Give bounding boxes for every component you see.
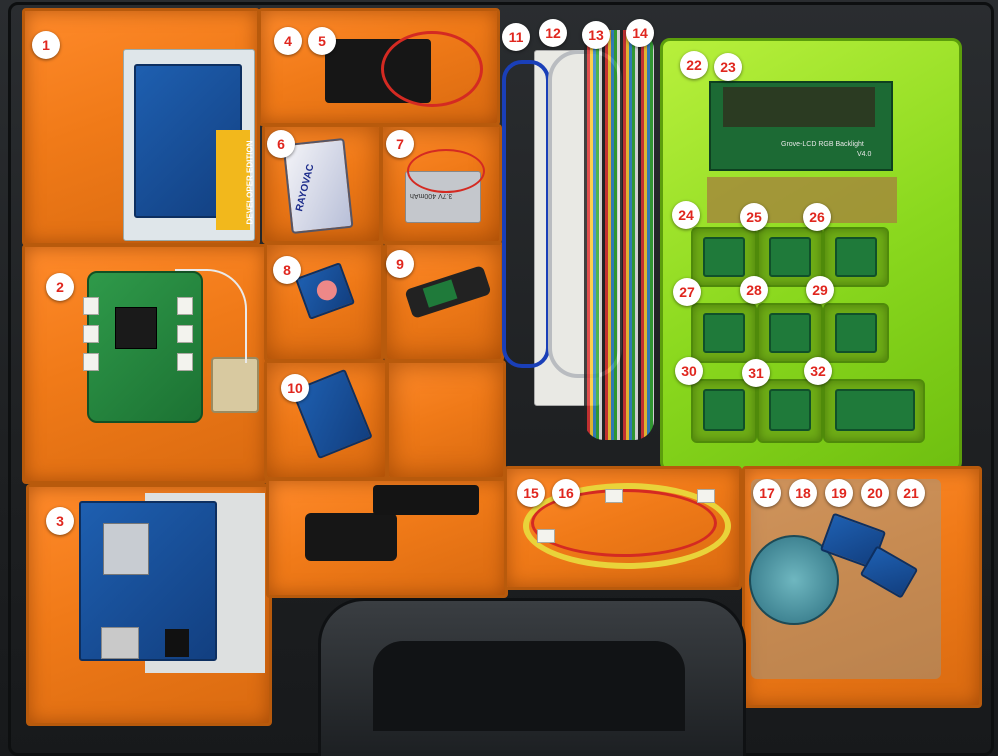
grove-sensor-box: Grove-LCD RGB Backlight V4.0 xyxy=(660,38,962,472)
marker-14: 14 xyxy=(626,19,654,47)
marker-4: 4 xyxy=(274,27,302,55)
lcd-version-text: V4.0 xyxy=(857,151,872,158)
marker-21: 21 xyxy=(897,479,925,507)
grove-connector-3 xyxy=(537,529,555,543)
usb-adapter-2 xyxy=(373,485,479,515)
developer-edition-ribbon xyxy=(216,130,250,230)
connector-left-2 xyxy=(83,325,99,343)
battery-brand-text: RAYOVAC xyxy=(294,163,317,213)
tape-strip xyxy=(707,177,897,223)
marker-20: 20 xyxy=(861,479,889,507)
ir-sensor-pcb xyxy=(422,279,458,308)
grove-module-25 xyxy=(769,237,811,277)
marker-7: 7 xyxy=(386,130,414,158)
9v-battery: RAYOVAC xyxy=(282,138,354,234)
led-bulb xyxy=(314,277,340,304)
marker-12: 12 xyxy=(539,19,567,47)
case-handle xyxy=(318,598,746,756)
grove-connector-2 xyxy=(697,489,715,503)
grove-module-27 xyxy=(703,313,745,353)
main-chip xyxy=(115,307,157,349)
grove-module-31 xyxy=(769,389,811,431)
marker-9: 9 xyxy=(386,250,414,278)
developer-edition-text: DEVELOPER EDITION xyxy=(245,140,255,225)
bin-usb-adapters xyxy=(266,478,508,598)
marker-22: 22 xyxy=(680,51,708,79)
slot-30 xyxy=(691,379,757,443)
marker-16: 16 xyxy=(552,479,580,507)
grove-module-28 xyxy=(769,313,811,353)
slot-24 xyxy=(691,227,757,287)
marker-5: 5 xyxy=(308,27,336,55)
handle-grip-opening xyxy=(373,641,685,731)
gps-antenna-patch xyxy=(211,357,259,413)
grove-module-30 xyxy=(703,389,745,431)
arduino-retail-box: DEVELOPER EDITION xyxy=(123,49,255,241)
usb-adapter-1 xyxy=(305,513,397,561)
lcd-screen xyxy=(723,87,875,127)
marker-23: 23 xyxy=(714,53,742,81)
marker-2: 2 xyxy=(46,273,74,301)
marker-31: 31 xyxy=(742,359,770,387)
slot-28 xyxy=(757,303,823,363)
marker-17: 17 xyxy=(753,479,781,507)
bin-4-5-battery-holder xyxy=(258,8,500,126)
marker-28: 28 xyxy=(740,276,768,304)
grove-module-26 xyxy=(835,237,877,277)
marker-1: 1 xyxy=(32,31,60,59)
marker-30: 30 xyxy=(675,357,703,385)
connector-left-1 xyxy=(83,297,99,315)
usb-port xyxy=(101,627,139,659)
slot-27 xyxy=(691,303,757,363)
lcd-module: Grove-LCD RGB Backlight V4.0 xyxy=(709,81,893,171)
grove-module-29 xyxy=(835,313,877,353)
marker-29: 29 xyxy=(806,276,834,304)
bin-10-sensor-board xyxy=(264,360,388,480)
marker-15: 15 xyxy=(517,479,545,507)
wifi-module xyxy=(103,523,149,575)
lipo-label-text: 3.7V 400mAh xyxy=(410,192,453,199)
bin-17-21-stepper-motor xyxy=(742,466,982,708)
cable-bundle xyxy=(523,483,731,569)
bin-8-led-module xyxy=(264,242,384,362)
slot-29 xyxy=(823,303,889,363)
slot-31 xyxy=(757,379,823,443)
marker-25: 25 xyxy=(740,203,768,231)
marker-13: 13 xyxy=(582,21,610,49)
marker-10: 10 xyxy=(281,374,309,402)
bin-empty xyxy=(386,360,506,480)
marker-8: 8 xyxy=(273,256,301,284)
marker-3: 3 xyxy=(46,507,74,535)
antenna-wire xyxy=(175,269,247,363)
marker-6: 6 xyxy=(267,130,295,158)
slot-32 xyxy=(823,379,925,443)
grove-module-24 xyxy=(703,237,745,277)
usb-cable-blue xyxy=(502,60,550,368)
slot-26 xyxy=(823,227,889,287)
marker-26: 26 xyxy=(803,203,831,231)
ir-distance-sensor xyxy=(404,265,492,319)
iot-dev-board xyxy=(79,501,217,661)
marker-11: 11 xyxy=(502,23,530,51)
grove-connector-1 xyxy=(605,489,623,503)
led-module xyxy=(294,262,356,320)
jumper-wires-bundle xyxy=(584,30,654,440)
marker-19: 19 xyxy=(825,479,853,507)
marker-32: 32 xyxy=(804,357,832,385)
connector-left-3 xyxy=(83,353,99,371)
lipo-wire xyxy=(407,149,485,193)
marker-24: 24 xyxy=(672,201,700,229)
cable-bundle-red xyxy=(531,489,717,557)
dc-jack xyxy=(165,629,189,657)
marker-18: 18 xyxy=(789,479,817,507)
grove-module-32 xyxy=(835,389,915,431)
marker-27: 27 xyxy=(673,278,701,306)
red-wire-loop xyxy=(381,31,483,107)
lcd-label-text: Grove-LCD RGB Backlight xyxy=(781,141,864,148)
